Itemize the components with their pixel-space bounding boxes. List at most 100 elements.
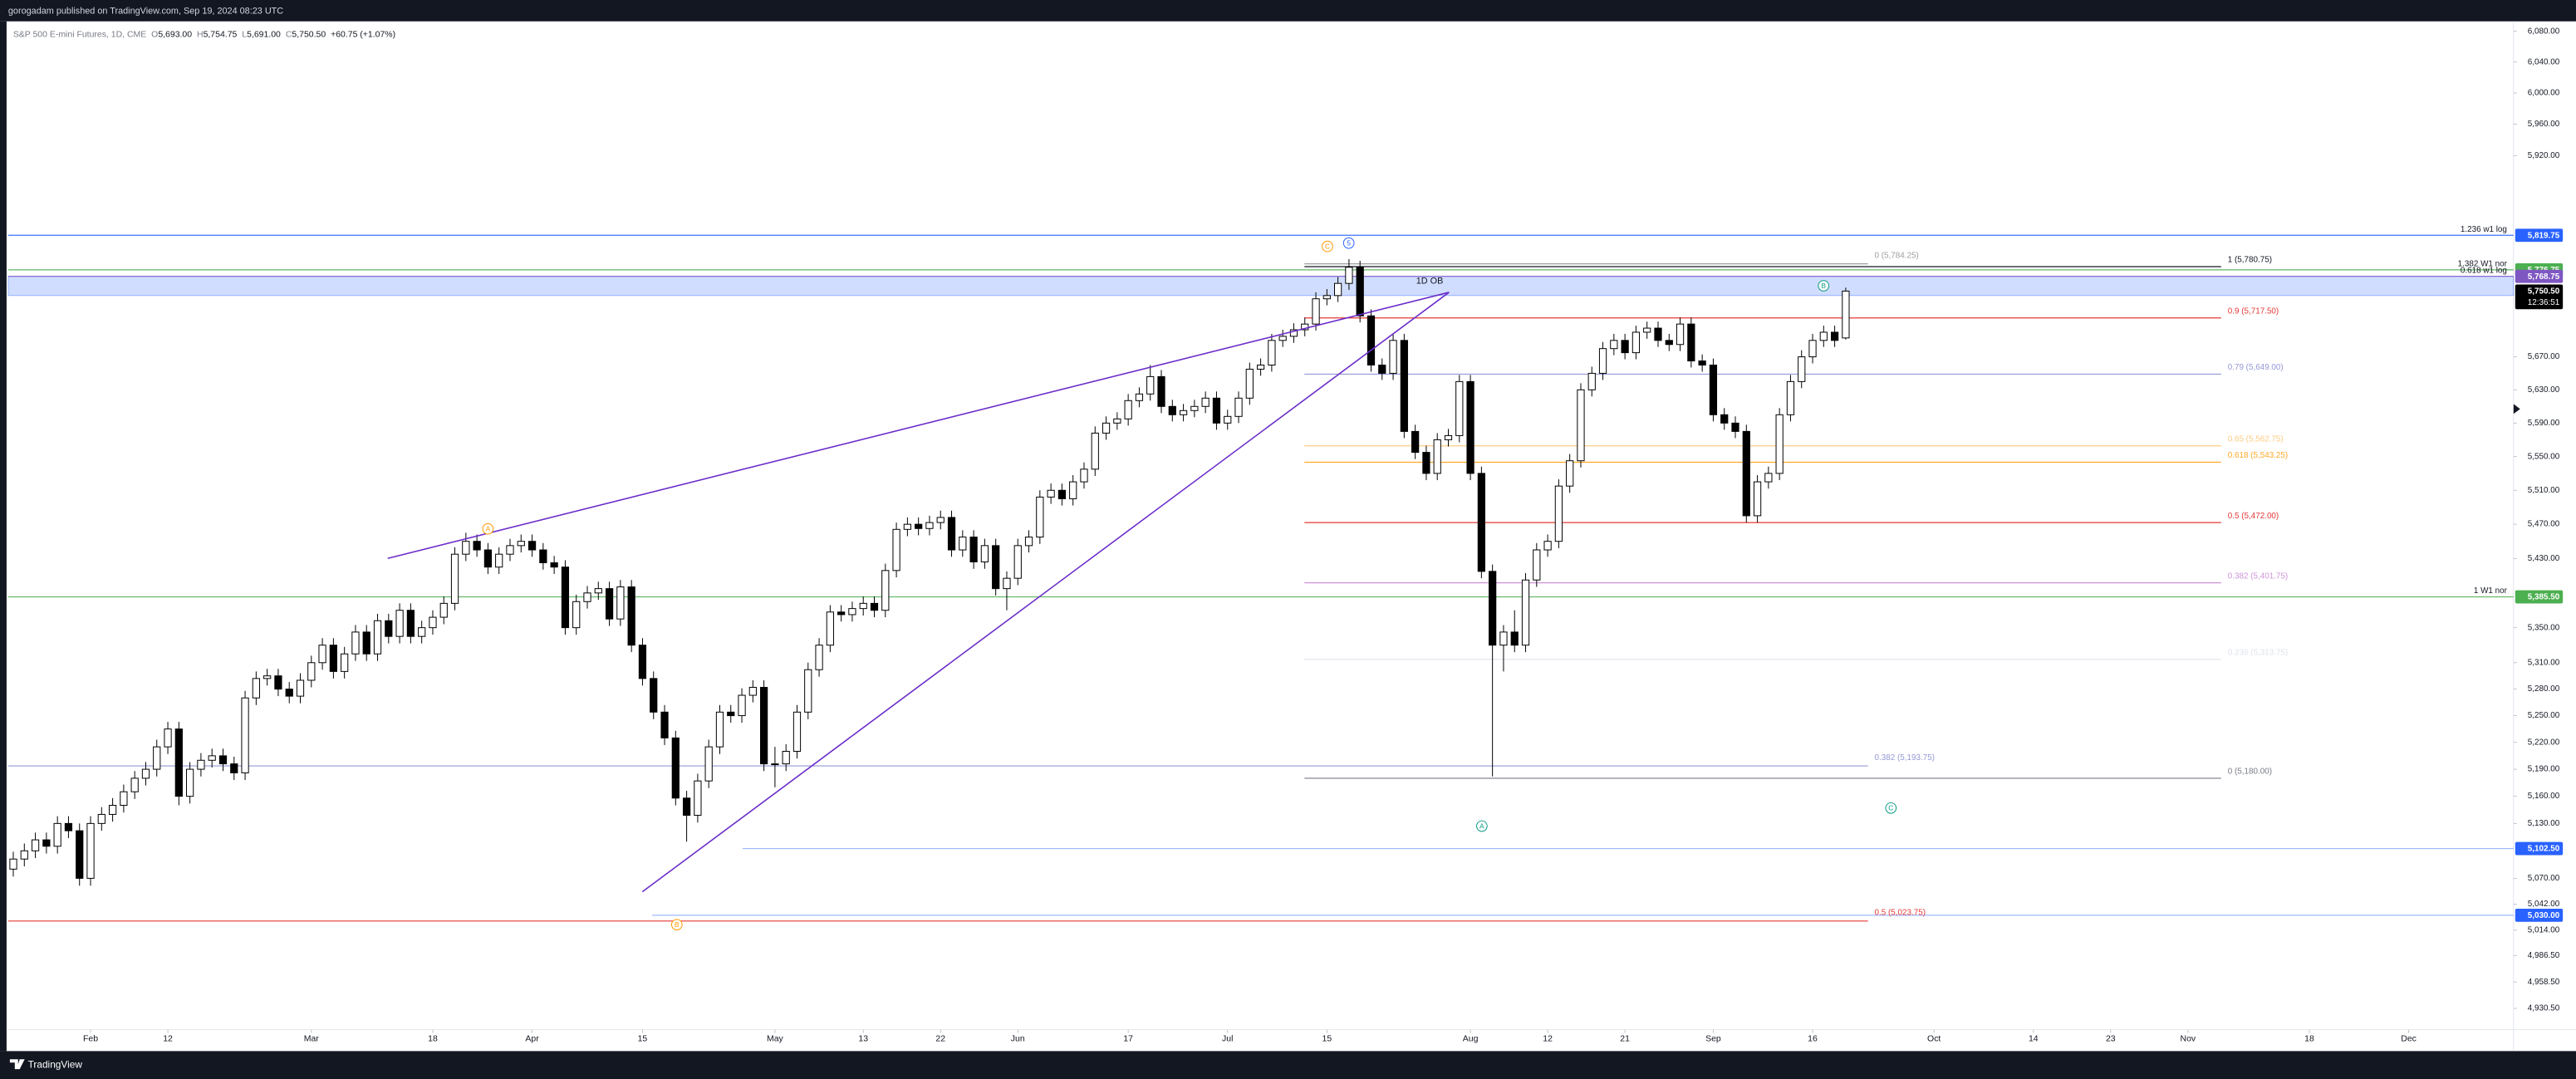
candle-body: [1554, 485, 1563, 542]
candle-body: [1477, 473, 1485, 572]
candle-body: [1587, 372, 1596, 390]
candle-body: [1753, 481, 1762, 517]
candle-body: [1301, 323, 1309, 331]
fib-label: 1 (5,780.75): [2228, 256, 2272, 265]
candle-body: [1212, 397, 1221, 424]
candle-body: [1742, 430, 1750, 517]
change-value: +60.75 (+1.07%): [331, 30, 395, 39]
y-tick-label: 5,350.00: [2528, 623, 2560, 632]
x-tick-label: 13: [858, 1034, 868, 1043]
candle-body: [1345, 267, 1353, 284]
candle-body: [1444, 434, 1453, 440]
candle-body: [539, 549, 547, 564]
candle-body: [1367, 315, 1376, 365]
candle-body: [594, 588, 602, 594]
last-price-badge: [2515, 284, 2564, 310]
candle-body: [274, 675, 282, 690]
candle-body: [627, 586, 635, 646]
candle-body: [903, 523, 911, 530]
candle-body: [1201, 397, 1209, 407]
y-tick-label: 5,430.00: [2528, 554, 2560, 563]
price-badge: [2515, 269, 2564, 283]
chart-title: S&P 500 E-mini Futures, 1D, CME: [13, 30, 146, 39]
x-tick-label: May: [767, 1034, 784, 1043]
candle-body: [881, 570, 890, 611]
h-key: H: [197, 30, 204, 39]
top-bar: [0, 0, 2576, 22]
wave-circle: [482, 522, 494, 535]
candle-body: [450, 553, 459, 604]
candle-body: [1687, 323, 1695, 362]
candle-body: [341, 653, 349, 672]
candle-body: [694, 780, 702, 817]
y-tick-label: 5,470.00: [2528, 520, 2560, 529]
candle-body: [1510, 631, 1519, 646]
candle-body: [1676, 323, 1685, 346]
c-key: C: [286, 30, 292, 39]
candle-body: [307, 662, 316, 681]
candle-body: [1786, 380, 1795, 415]
y-tick-label: 5,310.00: [2528, 658, 2560, 667]
wave-label: 5: [1347, 238, 1351, 247]
candle-body: [1566, 460, 1574, 487]
candle-body: [748, 686, 757, 696]
candle-body: [329, 645, 337, 672]
x-tick-label: Oct: [1927, 1034, 1941, 1043]
y-tick-label: 5,920.00: [2528, 151, 2560, 160]
candle-body: [296, 679, 305, 697]
wave-label: B: [675, 920, 680, 929]
candle-body: [1720, 414, 1729, 424]
price-badge-label: 5,819.75: [2528, 231, 2560, 240]
candle-body: [1057, 489, 1067, 499]
trendline-lower: [641, 292, 1450, 893]
logo: [9, 1059, 25, 1070]
fib-weekly-label: 0.5 (5,023.75): [1875, 909, 1926, 918]
candle-body: [992, 545, 1000, 590]
candle-body: [351, 631, 360, 655]
candle-body: [130, 777, 139, 792]
candle-body: [1356, 267, 1364, 316]
y-tick-label: 4,930.50: [2528, 1004, 2560, 1013]
fib-weekly-label: 0.382 (5,193.75): [1875, 753, 1935, 763]
level-note: 1 W1 nor: [2474, 586, 2508, 596]
last-price-label: 5,750.50: [2528, 287, 2560, 297]
y-tick-label: 6,040.00: [2528, 57, 2560, 66]
chart-header: S&P 500 E-mini Futures, 1D, CME O5,693.00…: [13, 30, 395, 39]
price-badge-label: 5,030.00: [2528, 911, 2560, 920]
x-tick-label: 12: [163, 1034, 173, 1043]
candle-body: [892, 528, 900, 571]
wave-circle: [670, 919, 683, 930]
candle-body: [1024, 537, 1033, 547]
candle-body: [561, 566, 570, 629]
wave-label: A: [486, 524, 491, 532]
candle-body: [20, 850, 28, 860]
x-tick-label: 12: [1543, 1034, 1553, 1043]
candle-body: [86, 822, 95, 879]
high-value: 5,754.75: [204, 30, 238, 39]
y-tick-label: 5,630.00: [2528, 385, 2560, 395]
fib-label: 0.618 (5,543.25): [2228, 451, 2288, 460]
candle-body: [1798, 356, 1806, 382]
order-block-zone: [7, 276, 2515, 297]
published-text: gorogadam published on TradingView.com, …: [8, 7, 283, 17]
candle-body: [1842, 290, 1850, 339]
x-tick-label: Mar: [304, 1034, 320, 1043]
candle-body: [583, 592, 591, 602]
y-tick-label: 5,280.00: [2528, 684, 2560, 694]
y-tick-label: 5,670.00: [2528, 352, 2560, 361]
candle-body: [1224, 415, 1232, 424]
candle-body: [141, 768, 150, 779]
candle-body: [1643, 327, 1651, 333]
wave-label: B: [1821, 282, 1826, 290]
candle-body: [1577, 389, 1585, 462]
candle-body: [771, 763, 779, 766]
candle-body: [285, 689, 293, 697]
candle-body: [848, 608, 856, 616]
close-value: 5,750.50: [292, 30, 326, 39]
level-note: 1.382 W1 nor: [2458, 260, 2508, 269]
y-tick-label: 5,160.00: [2528, 792, 2560, 801]
candle-body: [1731, 422, 1739, 432]
candle-body: [318, 645, 326, 664]
y-tick-label: 5,014.00: [2528, 925, 2560, 934]
candle-body: [218, 755, 228, 765]
